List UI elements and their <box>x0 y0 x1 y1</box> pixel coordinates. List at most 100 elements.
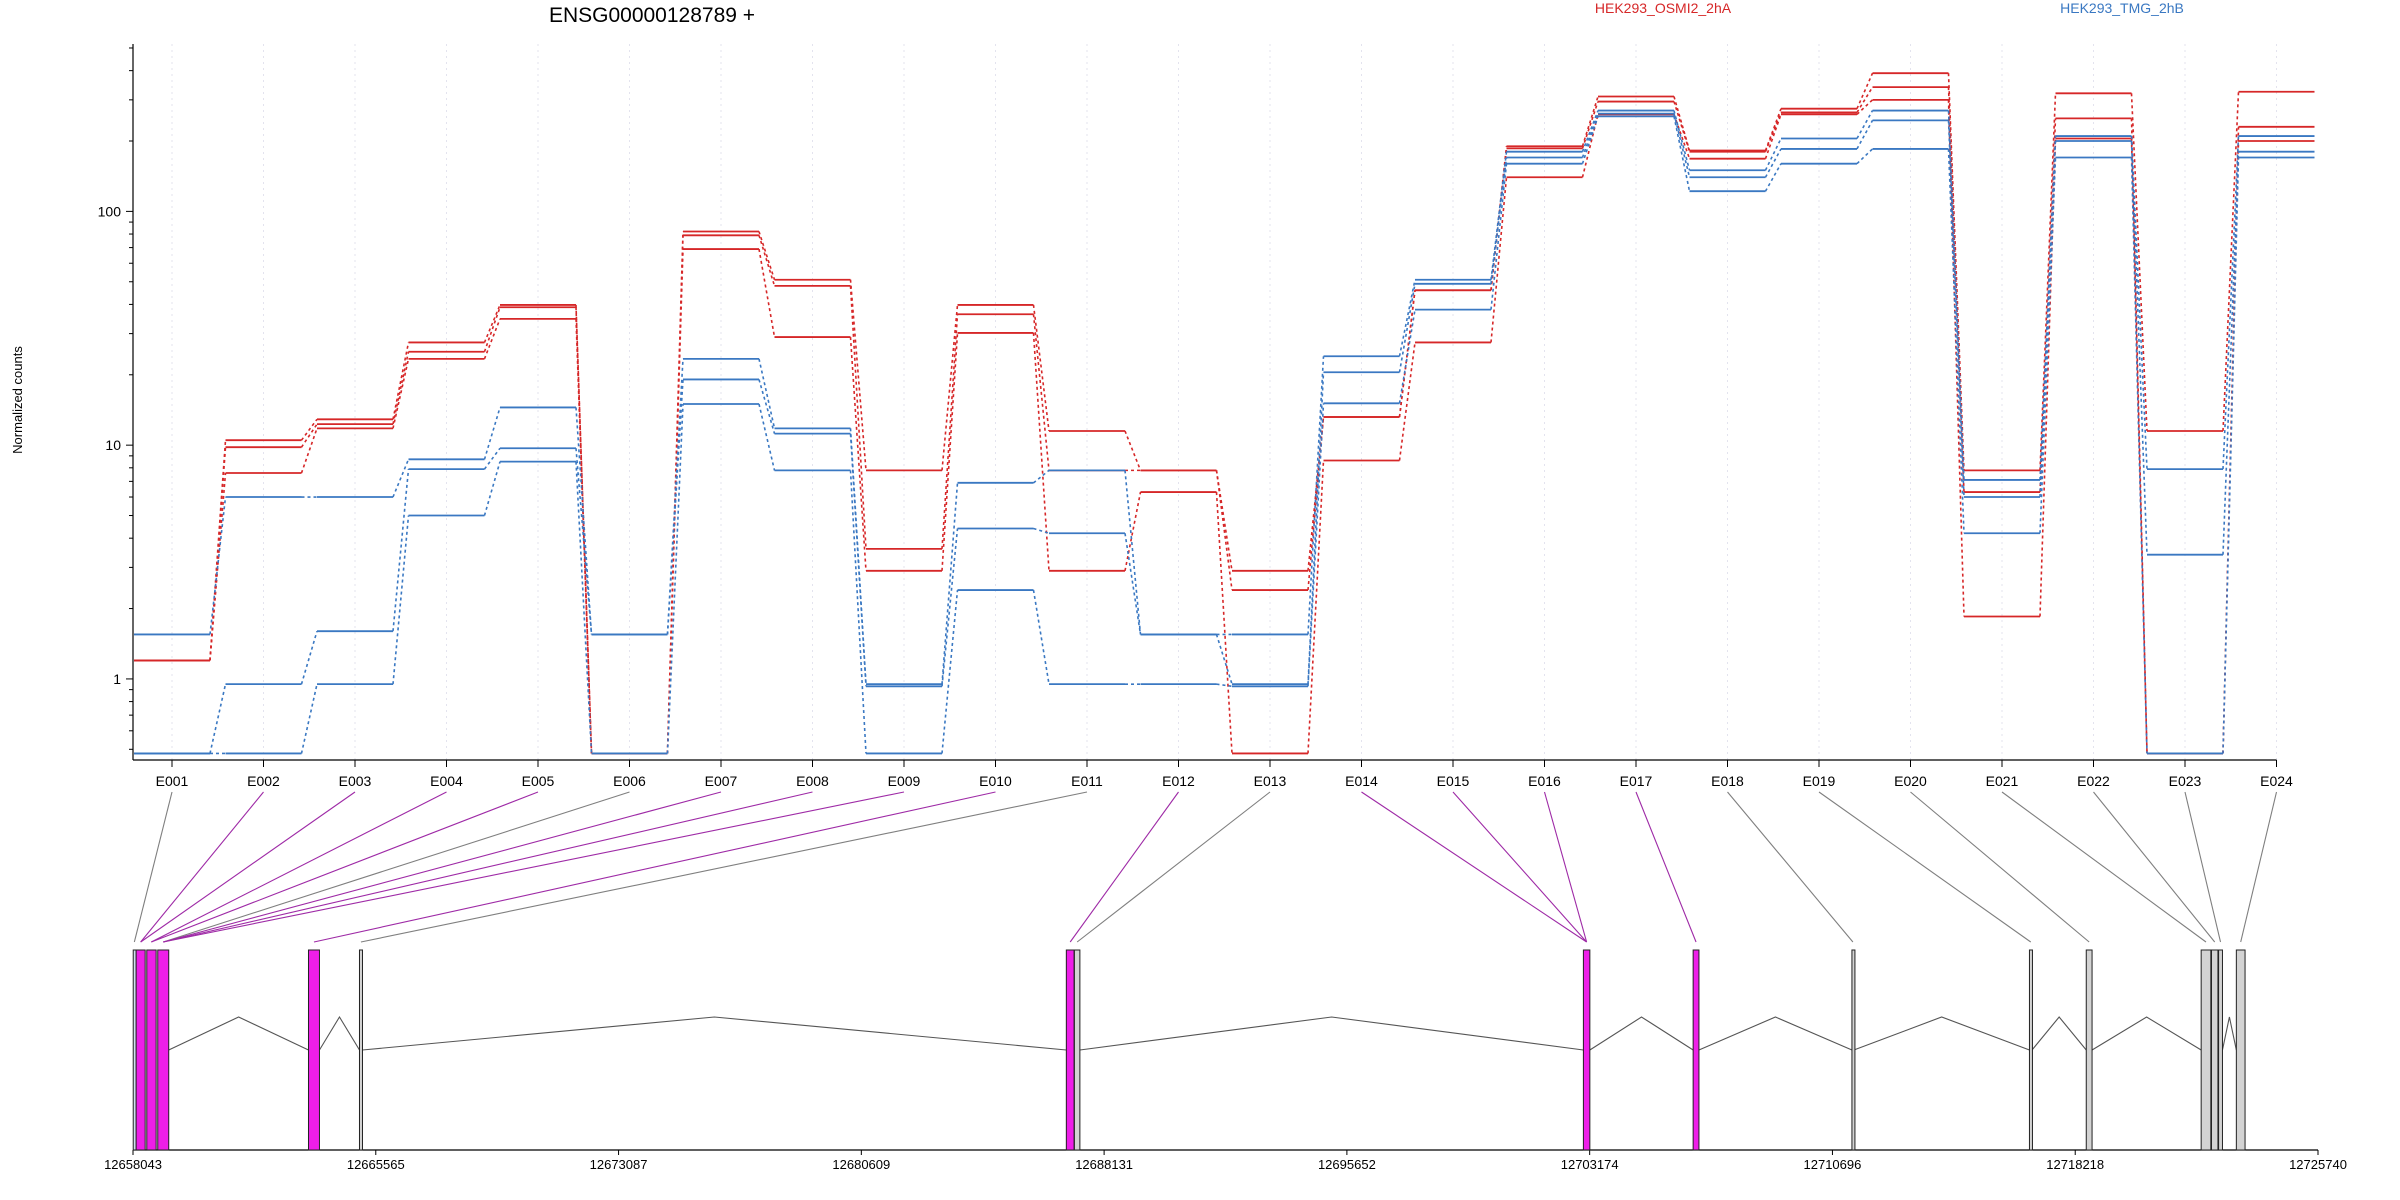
series-connector-osmi2-rep2 <box>1581 101 1599 149</box>
x-tick-label-e012: E012 <box>1162 773 1195 789</box>
link-e014 <box>1361 791 1587 943</box>
x-tick-label-e008: E008 <box>796 773 829 789</box>
legend-entry-tmg: HEK293_TMG_2hB <box>2060 0 2184 16</box>
series-connector-tmg-rep2 <box>2222 151 2240 555</box>
series-connector-tmg-rep3 <box>666 403 684 754</box>
series-connector-osmi2-rep3 <box>1032 332 1050 571</box>
series-connector-tmg-rep3 <box>2039 157 2057 534</box>
series-connector-tmg-rep2 <box>758 379 776 434</box>
series-connector-tmg-rep2 <box>1124 533 1142 635</box>
series-connector-tmg-rep3 <box>2222 157 2240 754</box>
series-connector-osmi2-rep3 <box>941 332 959 571</box>
series-connector-tmg-rep2 <box>1398 283 1416 373</box>
link-e003 <box>140 791 356 943</box>
series-connector-osmi2-rep3 <box>1307 460 1325 754</box>
series-connector-osmi2-rep3 <box>209 472 227 661</box>
series-connector-osmi2-rep2 <box>2130 118 2148 754</box>
series-connector-osmi2-rep1 <box>392 342 410 420</box>
exon-13 <box>2085 949 2093 1151</box>
series-connector-osmi2-rep3 <box>575 318 593 754</box>
series-connector-tmg-rep2 <box>392 469 410 632</box>
series-connector-osmi2-rep1 <box>1947 73 1965 471</box>
series-connector-osmi2-rep2 <box>1764 112 1782 153</box>
series-connector-osmi2-rep1 <box>483 304 501 343</box>
exon-11 <box>1851 949 1856 1151</box>
intron-line <box>2091 1016 2202 1051</box>
series-connector-osmi2-rep2 <box>1032 314 1050 471</box>
series-connector-tmg-rep1 <box>1398 279 1416 357</box>
exon-10 <box>1692 949 1700 1151</box>
series-connector-osmi2-rep1 <box>1032 304 1050 432</box>
series-connector-tmg-rep1 <box>758 358 776 429</box>
link-e004 <box>151 791 447 943</box>
series-connector-osmi2-rep1 <box>849 279 867 471</box>
exon-4 <box>157 949 170 1151</box>
series-connector-tmg-rep2 <box>1033 527 1050 534</box>
link-e005 <box>151 791 539 943</box>
series-connector-tmg-rep3 <box>392 515 410 685</box>
x-tick-label-e024: E024 <box>2260 773 2293 789</box>
series-connector-osmi2-rep2 <box>849 285 867 549</box>
series-connector-osmi2-rep3 <box>1947 99 1965 617</box>
series-connector-osmi2-rep1 <box>1307 416 1325 571</box>
genomic-tick-label: 12725740 <box>2289 1157 2347 1172</box>
series-connector-tmg-rep3 <box>1581 116 1599 164</box>
series-connector-tmg-rep2 <box>300 630 318 685</box>
link-e019 <box>1818 791 2032 943</box>
exon-17 <box>2235 949 2246 1151</box>
series-connector-tmg-rep2 <box>849 433 867 687</box>
x-tick-label-e023: E023 <box>2169 773 2202 789</box>
exon-16 <box>2218 949 2223 1151</box>
link-e023 <box>2184 791 2222 943</box>
link-e021 <box>2001 791 2207 943</box>
series-connector-tmg-rep2 <box>1215 634 1233 685</box>
series-connector-tmg-rep1 <box>209 496 227 635</box>
link-e016 <box>1543 791 1588 943</box>
series-connector-osmi2-rep2 <box>1673 101 1691 152</box>
x-tick-label-e018: E018 <box>1711 773 1744 789</box>
series-connector-osmi2-rep3 <box>1398 342 1416 461</box>
link-e012 <box>1069 791 1179 943</box>
y-tick-label: 10 <box>105 437 121 453</box>
chart-title: ENSG00000128789 + <box>549 4 755 27</box>
series-connector-tmg-rep2 <box>209 683 227 754</box>
series-connector-osmi2-rep2 <box>1215 470 1233 591</box>
link-e017 <box>1635 791 1697 943</box>
series-connector-osmi2-rep3 <box>1764 114 1782 159</box>
series-connector-tmg-rep1 <box>392 458 410 498</box>
link-e002 <box>140 791 264 943</box>
series-connector-tmg-rep2 <box>1307 372 1325 685</box>
series-connector-tmg-rep3 <box>1764 163 1782 192</box>
series-connector-tmg-rep1 <box>941 482 959 685</box>
series-connector-osmi2-rep2 <box>483 306 501 352</box>
link-e013 <box>1076 791 1271 943</box>
series-connector-tmg-rep3 <box>1856 148 1874 165</box>
exon-14 <box>2200 949 2212 1151</box>
link-e008 <box>163 791 813 943</box>
axes: 1 10 100 E001 E002 E003 E004 E005 E006 E007 E008 E0… <box>98 44 2293 789</box>
link-e007 <box>163 791 722 943</box>
genomic-tick-label: 12688131 <box>1075 1157 1133 1172</box>
series-connector-osmi2-rep1 <box>300 418 318 441</box>
series-connector-osmi2-rep3 <box>2039 138 2057 617</box>
intron-line <box>2221 1016 2237 1051</box>
exon-5 <box>307 949 320 1151</box>
link-e010 <box>313 791 996 943</box>
exon-2 <box>135 949 146 1151</box>
genomic-tick-label: 12710696 <box>1804 1157 1862 1172</box>
series-connector-tmg-rep2 <box>941 528 959 687</box>
series-connector-tmg-rep2 <box>1673 113 1691 178</box>
link-e009 <box>163 791 905 943</box>
genomic-tick-label: 12695652 <box>1318 1157 1376 1172</box>
x-tick-label-e002: E002 <box>247 773 280 789</box>
series-connector-osmi2-rep2 <box>758 235 776 287</box>
exon-9 <box>1582 949 1591 1151</box>
exon-6 <box>358 949 363 1151</box>
link-e011 <box>360 791 1088 943</box>
genomic-tick-label: 12680609 <box>832 1157 890 1172</box>
series-connector-osmi2-rep1 <box>2130 93 2148 432</box>
exon-3 <box>146 949 157 1151</box>
x-tick-label-e006: E006 <box>613 773 646 789</box>
series-connector-osmi2-rep2 <box>392 351 410 425</box>
x-tick-label-e015: E015 <box>1437 773 1470 789</box>
